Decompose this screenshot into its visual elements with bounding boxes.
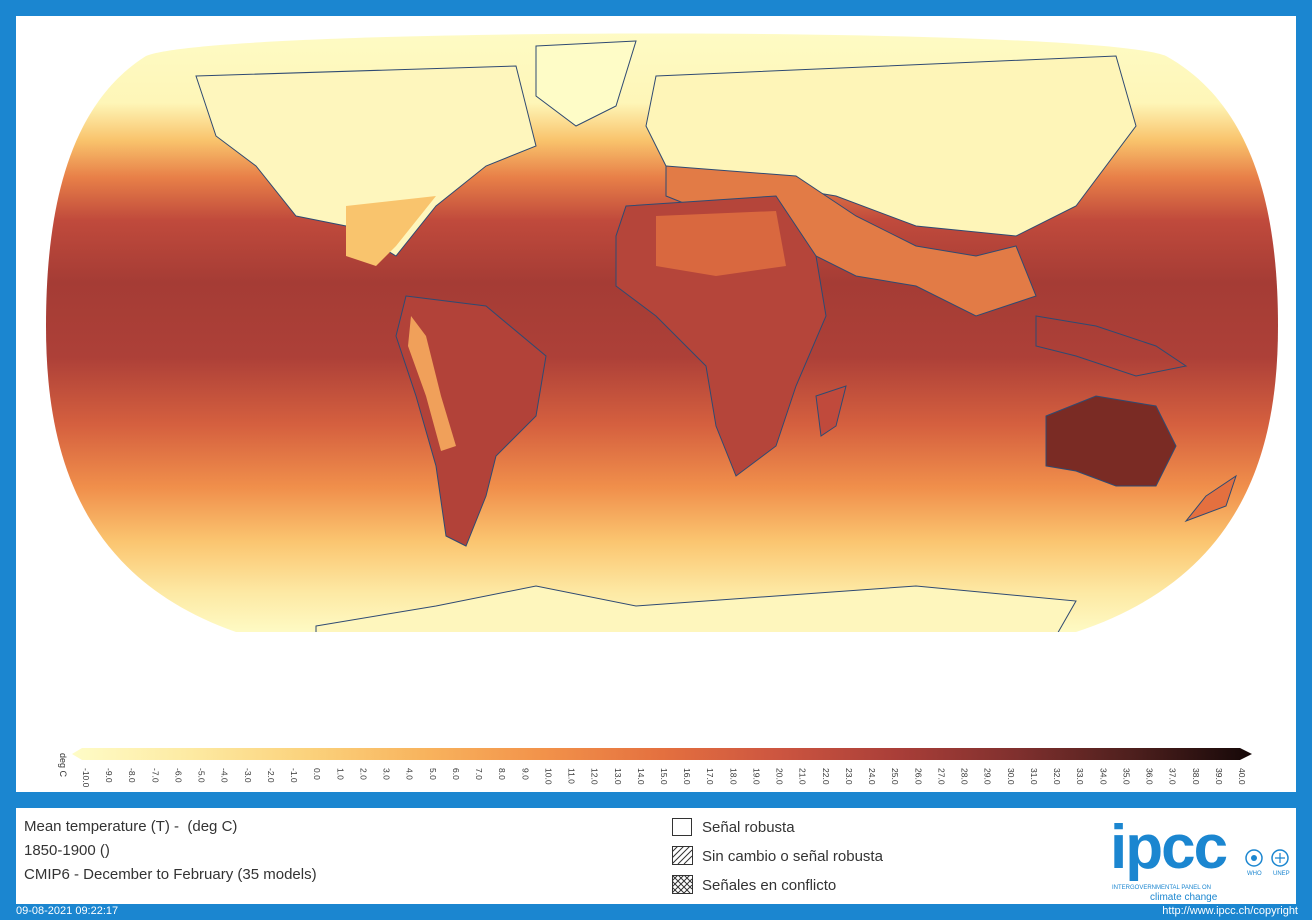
- who-emblem-icon: [1245, 849, 1263, 867]
- colorbar-tick-label: 12.0: [590, 768, 600, 785]
- colorbar-tick-label: -6.0: [174, 768, 184, 783]
- logo-wordmark: ipcc: [1110, 813, 1227, 882]
- world-temperature-map: [46, 33, 1278, 632]
- colorbar-tick-label: 4.0: [405, 768, 415, 780]
- south-america-land: [395, 295, 547, 547]
- colorbar-tick-label: 39.0: [1214, 768, 1224, 785]
- dataset-season: CMIP6 - December to February (35 models): [24, 866, 317, 883]
- colorbar-tick-label: 10.0: [543, 768, 553, 785]
- colorbar-tick-label: 0.0: [312, 768, 322, 780]
- colorbar-tick-label: 36.0: [1145, 768, 1155, 785]
- colorbar-tick-label: 38.0: [1191, 768, 1201, 785]
- colorbar-tick-label: 34.0: [1098, 768, 1108, 785]
- colorbar-tick-label: 29.0: [983, 768, 993, 785]
- colorbar-tick-label: 8.0: [497, 768, 507, 780]
- eurasia-land: [645, 55, 1137, 237]
- colorbar-tick-label: -8.0: [127, 768, 137, 783]
- colorbar-tick-label: 14.0: [636, 768, 646, 785]
- andes-ridge: [408, 316, 456, 451]
- colorbar-tick-label: 31.0: [1029, 768, 1039, 785]
- legend-label: Sin cambio o señal robusta: [702, 847, 883, 865]
- colorbar-tick-label: 27.0: [936, 768, 946, 785]
- colorbar-tick-label: -9.0: [104, 768, 114, 783]
- partner-2-label: UNEP: [1273, 871, 1290, 877]
- colorbar-tick-label: 7.0: [474, 768, 484, 780]
- maritime-continent-outline: [1035, 315, 1188, 377]
- legend-conflicting: Señales en conflicto: [672, 874, 836, 896]
- australia-land: [1045, 395, 1177, 487]
- colorbar-tick-label: 30.0: [1006, 768, 1016, 785]
- colorbar-tick-label: 24.0: [867, 768, 877, 785]
- colorbar-tick-label: -4.0: [220, 768, 230, 783]
- colorbar-tick-label: 20.0: [775, 768, 785, 785]
- colorbar-tick-label: 9.0: [520, 768, 530, 780]
- colorbar-tick-label: 16.0: [682, 768, 692, 785]
- variable-title: Mean temperature (T) - (deg C): [24, 818, 238, 835]
- ipcc-logo: ipcc INTERGOVERNMENTAL PANEL ON climate …: [1110, 813, 1229, 902]
- colorbar-tick-label: 1.0: [335, 768, 345, 780]
- unep-emblem-icon: [1271, 849, 1289, 867]
- colorbar-tick-label: 17.0: [705, 768, 715, 785]
- colorbar-tick-label: -5.0: [197, 768, 207, 783]
- colorbar-tick-label: -2.0: [266, 768, 276, 783]
- colorbar-tick-label: 40.0: [1237, 768, 1247, 785]
- colorbar-tick-label: -7.0: [150, 768, 160, 783]
- legend-label: Señales en conflicto: [702, 876, 837, 894]
- colorbar-tick-label: 32.0: [1052, 768, 1062, 785]
- colorbar-tick-label: -3.0: [243, 768, 253, 783]
- legend-swatch-diagonal: [672, 846, 693, 865]
- colorbar-tick-label: 13.0: [613, 768, 623, 785]
- antarctica-land: [315, 585, 1077, 632]
- legend-swatch-crosshatch: [672, 875, 693, 894]
- legend-robust-signal: Señal robusta: [672, 816, 795, 838]
- colorbar-tick-label: 23.0: [844, 768, 854, 785]
- colorbar-tick-label: 28.0: [960, 768, 970, 785]
- sahara-region: [656, 211, 786, 276]
- logo-subtitle-2: climate change: [1150, 892, 1218, 902]
- colorbar-tick-label: 26.0: [913, 768, 923, 785]
- colorbar-tick-label: 35.0: [1121, 768, 1131, 785]
- colorbar-ticks: -10.0 -9.0 -8.0 -7.0 -6.0 -5.0 -4.0 -3.0 -2.0 -1.…: [81, 768, 1247, 788]
- map-panel: deg C -10.0 -9.0 -8.0 -7.0 -6.0 -5.0 -4.0 -3.0-…: [16, 16, 1296, 792]
- colorbar-tick-label: -1.0: [289, 768, 299, 783]
- partner-1-label: WHO: [1247, 871, 1262, 877]
- madagascar-land: [815, 385, 847, 437]
- colorbar-tick-label: 3.0: [382, 768, 392, 780]
- reference-period: 1850-1900 (): [24, 842, 110, 859]
- colorbar-tick-label: 22.0: [821, 768, 831, 785]
- north-america-south: [346, 196, 436, 266]
- info-panel: Mean temperature (T) - (deg C) 1850-1900…: [16, 808, 1296, 904]
- colorbar-tick-label: 11.0: [567, 768, 577, 784]
- partner-logos: WHO UNEP: [1245, 849, 1290, 877]
- north-america-land: [195, 65, 537, 257]
- new-zealand-land: [1184, 474, 1237, 523]
- timestamp: 09-08-2021 09:22:17: [16, 905, 119, 917]
- colorbar-tick-label: 21.0: [798, 768, 808, 785]
- colorbar-tick-label: 33.0: [1075, 768, 1085, 785]
- colorbar-bar: [72, 748, 1252, 760]
- colorbar-tick-label: 18.0: [728, 768, 738, 785]
- logo-subtitle-1: INTERGOVERNMENTAL PANEL ON: [1112, 885, 1211, 891]
- legend-swatch-plain: [672, 818, 692, 836]
- map-body: [46, 33, 1278, 632]
- colorbar-tick-label: 37.0: [1168, 768, 1178, 785]
- legend-no-change: Sin cambio o señal robusta: [672, 845, 883, 867]
- colorbar-tick-label: 25.0: [890, 768, 900, 785]
- legend-label: Señal robusta: [702, 818, 795, 836]
- colorbar-tick-label: -10.0: [81, 768, 91, 788]
- colorbar-tick-label: 19.0: [752, 768, 762, 785]
- colorbar-tick-label: 6.0: [451, 768, 461, 780]
- copyright-link[interactable]: http://www.ipcc.ch/copyright: [1162, 905, 1298, 917]
- colorbar-unit-label: deg C: [58, 753, 68, 778]
- colorbar-tick-label: 2.0: [358, 768, 368, 780]
- colorbar-tick-label: 15.0: [659, 768, 669, 785]
- colorbar: deg C -10.0 -9.0 -8.0 -7.0 -6.0 -5.0 -4.0 -3.0-…: [58, 748, 1252, 788]
- greenland-land: [535, 40, 637, 127]
- colorbar-tick-label: 5.0: [428, 768, 438, 780]
